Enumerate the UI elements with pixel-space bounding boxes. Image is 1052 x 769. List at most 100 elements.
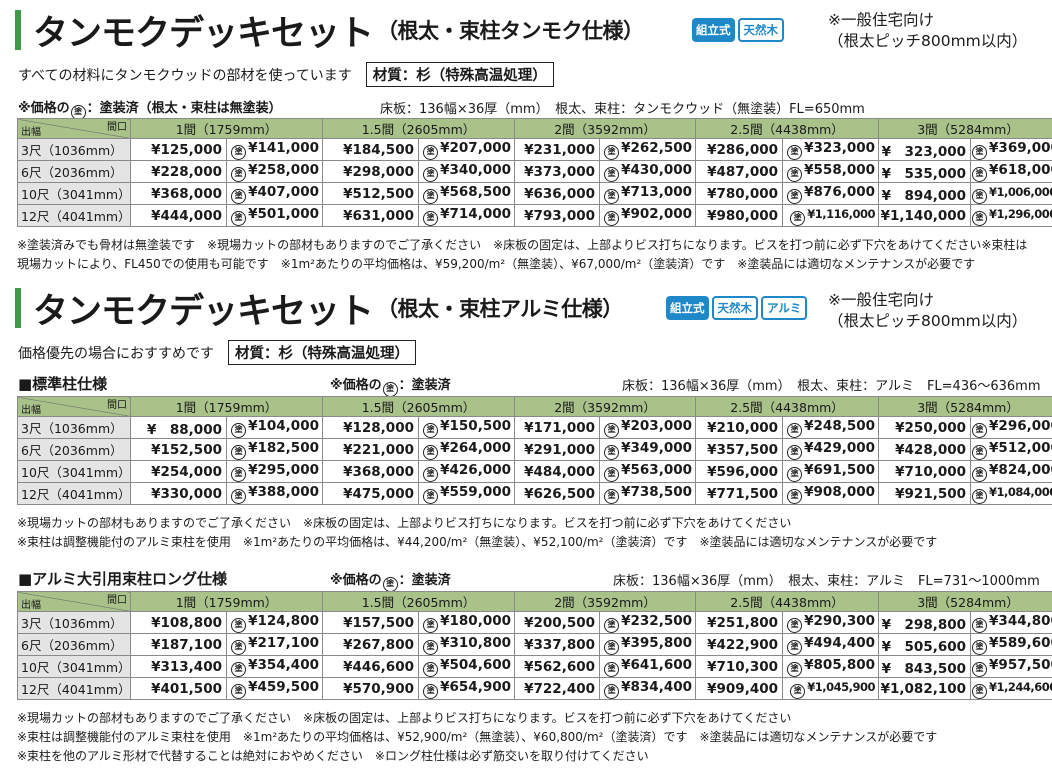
section2-title-main: タンモクデッキセット	[33, 291, 374, 332]
price-cell: ¥1,082,100	[878, 677, 972, 700]
price-cell: ¥980,000	[695, 204, 784, 227]
price-cell: ¥1,140,000	[878, 204, 972, 227]
paint-icon: 塗	[423, 683, 439, 699]
paint-icon: 塗	[604, 422, 620, 438]
price-cell: ¥ 323,000	[878, 138, 972, 161]
paint-icon: 塗	[787, 166, 803, 182]
price-cell: ¥446,600	[322, 655, 419, 678]
painted-price-cell: 塗 ¥354,400	[226, 655, 323, 678]
paint-icon: 塗	[604, 488, 620, 504]
paint-icon: 塗	[231, 639, 247, 655]
price-value: ¥349,000	[621, 439, 693, 456]
price-cell: ¥ 88,000	[130, 416, 227, 439]
paint-icon: 塗	[423, 166, 439, 182]
table-header-row: 出幅 間口 1間（1759mm） 1.5間（2605mm） 2間（3592mm） 2.5間…	[17, 118, 1052, 139]
column-header: 3間（5284mm）	[878, 118, 1052, 139]
table-header-row: 出幅 間口 1間（1759mm） 1.5間（2605mm） 2間（3592mm） 2.5間…	[17, 591, 1052, 612]
price-cell: ¥125,000	[130, 138, 227, 161]
price-cell: ¥484,000	[514, 460, 601, 483]
painted-price-cell: 塗 ¥504,600	[417, 655, 516, 678]
price-cell: ¥184,500	[322, 138, 419, 161]
price-value: ¥323,000	[804, 139, 876, 156]
paint-icon: 塗	[604, 639, 620, 655]
paint-icon: 塗	[790, 683, 806, 699]
paint-icon: 塗	[972, 166, 988, 182]
price-cell: ¥357,500	[695, 438, 784, 461]
price-value: ¥430,000	[621, 161, 693, 178]
paint-icon: 塗	[423, 661, 439, 677]
row-label: 3尺（1036mm）	[17, 416, 131, 439]
paint-icon: 塗	[972, 144, 988, 160]
price-cell: ¥267,800	[322, 633, 419, 656]
price-cell: ¥368,000	[130, 182, 227, 205]
price-cell: ¥337,800	[514, 633, 601, 656]
price-cell: ¥128,000	[322, 416, 419, 439]
description-text: すべての材料にタンモクウッドの部材を使っています	[18, 67, 352, 84]
price-value: ¥738,500	[621, 483, 693, 500]
price-cell: ¥200,500	[514, 611, 601, 634]
row-label: 6尺（2036mm）	[17, 160, 131, 183]
column-header: 1間（1759mm）	[130, 118, 323, 139]
paint-icon: 塗	[972, 444, 988, 460]
paint-icon: 塗	[787, 144, 803, 160]
painted-price-cell: 塗 ¥1,084,000	[970, 482, 1052, 505]
material-box: 材質：杉（特殊高温処理）	[228, 340, 416, 365]
price-cell: ¥ 535,000	[878, 160, 972, 183]
painted-price-cell: 塗 ¥1,116,000	[782, 204, 880, 227]
row-label: 12尺（4041mm）	[17, 482, 131, 505]
price-value: ¥262,500	[621, 139, 693, 156]
price-note-prefix: ※価格の	[330, 573, 382, 588]
paint-icon: 塗	[787, 444, 803, 460]
price-cell: ¥171,000	[514, 416, 601, 439]
price-value: ¥248,500	[804, 417, 876, 434]
painted-price-cell: 塗 ¥1,296,000	[970, 204, 1052, 227]
row-label: 6尺（2036mm）	[17, 633, 131, 656]
painted-price-cell: 塗 ¥388,000	[226, 482, 323, 505]
price-value: ¥395,800	[621, 634, 693, 651]
section2a-heading: ■標準柱仕様	[18, 375, 108, 393]
price-value: ¥834,400	[621, 678, 693, 695]
price-value: ¥563,000	[621, 461, 693, 478]
painted-price-cell: 塗 ¥203,000	[599, 416, 697, 439]
row-label: 10尺（3041mm）	[17, 460, 131, 483]
price-value: ¥180,000	[440, 612, 512, 629]
price-value: ¥429,000	[804, 439, 876, 456]
price-cell: ¥313,400	[130, 655, 227, 678]
paint-icon: 塗	[604, 166, 620, 182]
description-text: 価格優先の場合におすすめです	[18, 345, 214, 362]
price-cell: ¥596,000	[695, 460, 784, 483]
painted-price-cell: 塗 ¥876,000	[782, 182, 880, 205]
column-header: 3間（5284mm）	[878, 591, 1052, 612]
note-line: ※束柱を他のアルミ形材で代替することは絶対におやめください ※ロング柱仕様は必ず…	[17, 749, 649, 763]
row-label: 3尺（1036mm）	[17, 611, 131, 634]
paint-icon: 塗	[423, 617, 439, 633]
price-note-suffix: ：塗装済	[398, 573, 451, 588]
price-value: ¥141,000	[248, 139, 319, 156]
price-value: ¥654,900	[440, 678, 512, 695]
price-value: ¥1,116,000	[807, 206, 876, 221]
price-value: ¥641,600	[621, 656, 693, 673]
column-header: 2.5間（4438mm）	[695, 591, 880, 612]
painted-price-cell: 塗 ¥501,000	[226, 204, 323, 227]
row-label: 10尺（3041mm）	[17, 655, 131, 678]
price-cell: ¥475,000	[322, 482, 419, 505]
price-cell: ¥ 894,000	[878, 182, 972, 205]
table-row: 12尺（4041mm） ¥401,500 塗 ¥459,500 ¥570,900 塗 ¥65…	[17, 677, 1052, 700]
price-cell: ¥710,000	[878, 460, 972, 483]
price-cell: ¥228,000	[130, 160, 227, 183]
section2a-price-note: ※価格の塗：塗装済	[330, 374, 451, 397]
price-value: ¥104,000	[248, 417, 319, 434]
paint-icon: 塗	[604, 444, 620, 460]
price-value: ¥714,000	[440, 205, 512, 222]
price-value: ¥182,500	[248, 439, 319, 456]
price-value: ¥1,045,900	[807, 679, 876, 694]
price-cell: ¥626,500	[514, 482, 601, 505]
painted-price-cell: 塗 ¥559,000	[417, 482, 516, 505]
price-value: ¥1,296,000	[989, 206, 1052, 221]
price-value: ¥1,084,000	[989, 484, 1052, 499]
paint-icon: 塗	[231, 210, 247, 226]
price-value: ¥876,000	[804, 183, 876, 200]
painted-price-cell: 塗 ¥908,000	[782, 482, 880, 505]
paint-icon: 塗	[972, 617, 988, 633]
paint-icon: 塗	[787, 617, 803, 633]
